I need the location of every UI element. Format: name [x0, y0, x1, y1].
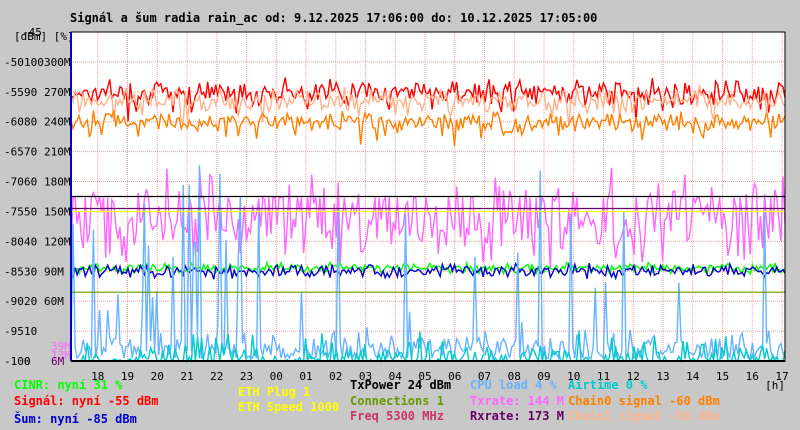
y-tick-dbm: -70 — [4, 176, 24, 189]
y-tick-pct: 70 — [24, 146, 37, 159]
x-tick-label: 17 — [775, 370, 788, 383]
y-tick-pct: 100 — [24, 56, 44, 69]
x-axis-unit: [h] — [765, 379, 785, 392]
x-tick-label: 07 — [478, 370, 491, 383]
x-tick-label: 00 — [270, 370, 283, 383]
legend-item: Airtime 0 % — [568, 378, 648, 392]
chart-title: Signál a šum radia rain_ac od: 9.12.2025… — [70, 11, 598, 25]
y-tick-extra: 13M — [51, 349, 71, 362]
y-tick-dbm: -50 — [4, 56, 24, 69]
x-tick-label: 05 — [418, 370, 431, 383]
x-tick-label: 19 — [121, 370, 134, 383]
legend-item: CINR: nyní 31 % — [14, 378, 123, 392]
x-tick-label: 22 — [210, 370, 223, 383]
y-tick-rate: 240M — [44, 116, 71, 129]
y-axis-unit: [dBm] [%] — [14, 30, 74, 43]
x-tick-label: 03 — [359, 370, 372, 383]
x-tick-label: 16 — [746, 370, 759, 383]
y-tick-pct: 90 — [24, 86, 37, 99]
y-tick-pct: 10 — [24, 325, 37, 338]
legend-item: Txrate: 144 M — [470, 394, 564, 408]
legend-item: Freq 5300 MHz — [350, 409, 444, 423]
y-tick-extra: 39M — [51, 340, 71, 353]
x-tick-label: 12 — [627, 370, 640, 383]
x-tick-label: 06 — [448, 370, 461, 383]
series-line — [70, 109, 786, 147]
y-tick-dbm: -95 — [4, 325, 24, 338]
legend-item: Signál: nyní -55 dBm — [14, 394, 159, 408]
legend-item: Rxrate: 173 M — [470, 409, 564, 423]
y-tick-dbm: -55 — [4, 86, 24, 99]
y-tick-pct: 80 — [24, 116, 37, 129]
series-line — [71, 330, 786, 364]
x-tick-label: 23 — [240, 370, 253, 383]
y-tick-dbm: -65 — [4, 146, 24, 159]
y-tick-rate: 60M — [44, 295, 64, 308]
y-tick-rate: 270M — [44, 86, 71, 99]
y-tick-pct: 60 — [24, 176, 37, 189]
legend-item: Connections 1 — [350, 394, 444, 408]
legend-item: ETH Speed 1000 — [238, 400, 340, 414]
y-tick-rate: 210M — [44, 146, 71, 159]
y-tick-dbm: -80 — [4, 235, 24, 248]
y-tick-dbm: -60 — [4, 116, 24, 129]
x-tick-label: 09 — [537, 370, 550, 383]
legend-item: Chain1 signal -56 dBm — [568, 409, 720, 423]
y-tick-pct: 30 — [24, 265, 37, 278]
x-tick-label: 04 — [389, 370, 403, 383]
x-tick-label: 18 — [91, 370, 104, 383]
series-line — [70, 77, 786, 122]
y-tick-pct: 0 — [24, 355, 31, 368]
x-tick-label: 02 — [329, 370, 342, 383]
y-tick-pct: 50 — [24, 205, 37, 218]
x-tick-label: 01 — [299, 370, 312, 383]
x-tick-label: 20 — [151, 370, 164, 383]
legend-item: ETH Plug 1 — [238, 385, 311, 399]
x-tick-label: 11 — [597, 370, 610, 383]
y-tick-dbm: -75 — [4, 205, 24, 218]
x-tick-label: 21 — [180, 370, 193, 383]
x-tick-label: 08 — [508, 370, 521, 383]
legend-item: TxPower 24 dBm — [350, 378, 452, 392]
x-tick-label: 14 — [686, 370, 700, 383]
legend-item: Chain0 signal -60 dBm — [568, 394, 720, 408]
x-tick-label: 10 — [567, 370, 580, 383]
y-tick-rate: 120M — [44, 235, 71, 248]
y-tick-pct: 40 — [24, 235, 37, 248]
y-tick-dbm: -45 — [22, 26, 42, 39]
y-tick-extra: 6M — [51, 355, 65, 368]
y-tick-dbm: -90 — [4, 295, 24, 308]
y-tick-rate: 300M — [44, 56, 71, 69]
y-tick-rate: 90M — [44, 265, 64, 278]
series-line — [70, 84, 786, 125]
legend-item: CPU load 4 % — [470, 378, 557, 392]
y-tick-dbm: -100 — [4, 355, 31, 368]
y-tick-dbm: -85 — [4, 265, 24, 278]
x-tick-label: 15 — [716, 370, 729, 383]
x-tick-label: 13 — [656, 370, 669, 383]
y-tick-rate: 150M — [44, 205, 71, 218]
y-tick-pct: 20 — [24, 295, 37, 308]
legend-item: Šum: nyní -85 dBm — [14, 412, 137, 426]
y-tick-rate: 180M — [44, 176, 71, 189]
